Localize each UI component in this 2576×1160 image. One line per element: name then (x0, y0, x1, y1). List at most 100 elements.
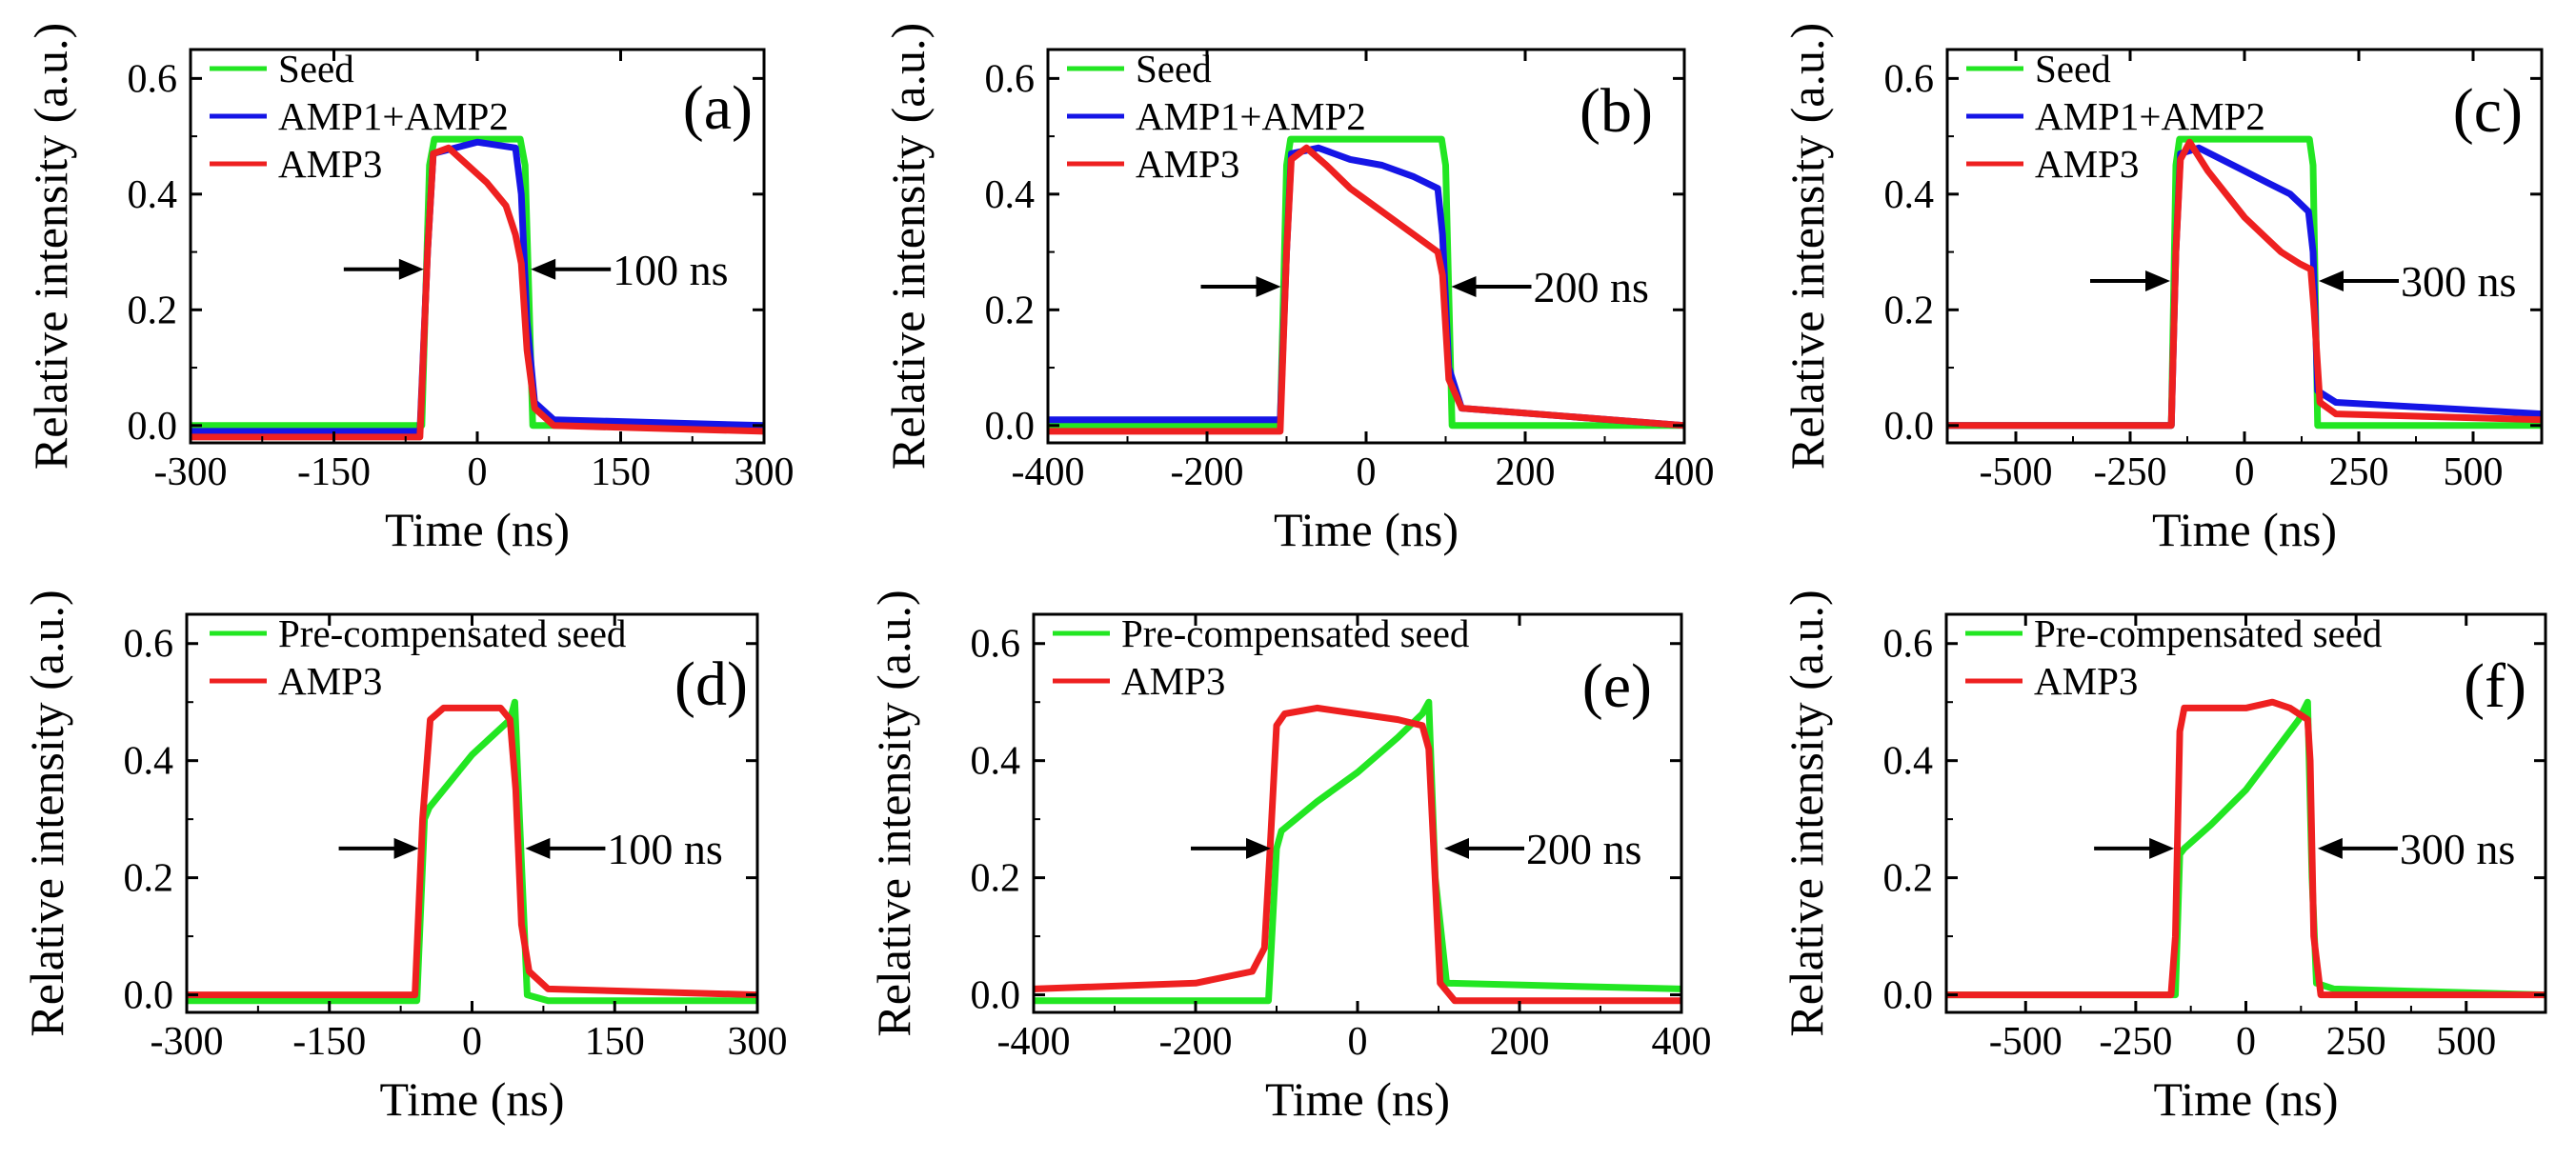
y-tick-label: 0.0 (985, 405, 1036, 449)
legend-label: AMP3 (2035, 142, 2139, 186)
series-line-amp3 (1946, 698, 2546, 999)
series-line-amp3 (191, 144, 764, 441)
x-tick-label: 400 (1655, 450, 1715, 494)
width-annotation: 200 ns (1200, 263, 1649, 311)
series-group (1946, 698, 2546, 999)
x-axis-title: Time (ns) (385, 503, 570, 556)
x-tick-label: -300 (154, 450, 228, 494)
x-tick-label: 300 (728, 1020, 788, 1064)
legend-label: AMP1+AMP2 (1136, 94, 1366, 138)
x-tick-label: 200 (1490, 1020, 1550, 1064)
legend-label: Seed (2035, 47, 2111, 90)
x-tick-label: 250 (2329, 450, 2389, 494)
width-annotation: 300 ns (2090, 257, 2516, 306)
width-annotation: 200 ns (1191, 825, 1641, 873)
right-arrow-head (531, 258, 556, 280)
y-tick-label: 0.6 (1884, 57, 1935, 101)
chart-panel-5: -400 -200 0 200 400 0.0 0.2 0.4 0.6 Time (ns) Rela… (867, 590, 1712, 1126)
panel-letter: (d) (674, 650, 748, 719)
y-tick-label: 0.2 (124, 857, 174, 901)
y-tick-label: 0.0 (124, 974, 174, 1018)
y-tick-label: 0.0 (1883, 974, 1934, 1018)
y-tick-label: 0.6 (128, 57, 178, 101)
y-axis-title: Relative intensity (a.u.) (20, 590, 73, 1036)
right-arrow-head (525, 837, 551, 859)
y-axis-title: Relative intensity (a.u.) (1780, 590, 1833, 1036)
y-tick-label: 0.4 (971, 740, 1021, 784)
y-tick-label: 0.4 (1884, 173, 1935, 217)
x-tick-label: -300 (151, 1020, 224, 1064)
legend-label: AMP1+AMP2 (2035, 94, 2265, 138)
panel-letter: (a) (683, 73, 753, 143)
legend-label: AMP3 (278, 142, 382, 186)
x-tick-label: -250 (2099, 1020, 2172, 1064)
panel-letter: (c) (2453, 76, 2523, 146)
y-tick-label: 0.6 (971, 623, 1021, 667)
y-tick-label: 0.0 (128, 405, 178, 449)
left-arrow-head (398, 258, 424, 280)
y-tick-label: 0.4 (1883, 740, 1934, 784)
legend-label: Pre-compensated seed (1121, 611, 1469, 655)
right-arrow-head (1444, 837, 1469, 859)
y-tick-label: 0.6 (124, 623, 174, 667)
chart-panel-3: -500 -250 0 250 500 0.0 0.2 0.4 0.6 Time (ns) Rela… (1781, 23, 2544, 556)
x-axis-title: Time (ns) (2153, 1072, 2338, 1126)
pulse-width-label: 100 ns (613, 246, 728, 294)
x-tick-label: 250 (2326, 1020, 2386, 1064)
legend-label: Seed (278, 47, 354, 90)
y-axis-title: Relative intensity (a.u.) (24, 23, 77, 470)
x-tick-label: -200 (1159, 1020, 1233, 1064)
series-line-amp3 (1947, 138, 2542, 430)
series-line-amp3 (1034, 704, 1681, 1005)
x-tick-label: -250 (2094, 450, 2167, 494)
pulse-width-label: 200 ns (1526, 825, 1641, 873)
y-tick-label: 0.4 (124, 740, 174, 784)
pulse-width-label: 100 ns (607, 825, 722, 873)
y-axis-title: Relative intensity (a.u.) (867, 590, 920, 1036)
x-tick-label: -400 (1012, 450, 1085, 494)
legend-label: AMP3 (1136, 142, 1239, 186)
pulse-width-label: 300 ns (2400, 825, 2515, 873)
y-tick-label: 0.4 (985, 173, 1036, 217)
x-tick-label: 500 (2444, 450, 2504, 494)
series-group (191, 135, 764, 441)
legend-label: Pre-compensated seed (2034, 611, 2382, 655)
series-group (187, 698, 757, 1005)
legend-label: AMP3 (278, 659, 382, 703)
y-tick-label: 0.0 (971, 974, 1021, 1018)
x-tick-label: 0 (462, 1020, 482, 1064)
y-tick-label: 0.2 (128, 289, 178, 332)
x-tick-label: 300 (735, 450, 795, 494)
width-annotation: 100 ns (343, 246, 729, 294)
chart-panel-2: -400 -200 0 200 400 0.0 0.2 0.4 0.6 Time (ns) Rela… (881, 23, 1715, 556)
x-tick-label: 150 (591, 450, 651, 494)
series-line-amp3 (1048, 144, 1684, 435)
legend-label: AMP1+AMP2 (278, 94, 509, 138)
legend-label: Pre-compensated seed (278, 611, 626, 655)
x-tick-label: 500 (2436, 1020, 2496, 1064)
left-arrow-head (1246, 837, 1271, 859)
width-annotation: 100 ns (338, 825, 723, 873)
panel-letter: (e) (1582, 651, 1652, 721)
y-tick-label: 0.0 (1884, 405, 1935, 449)
y-tick-label: 0.4 (128, 173, 178, 217)
x-tick-label: 0 (1357, 450, 1377, 494)
panel-letter: (f) (2464, 651, 2526, 721)
series-line-amp3 (187, 704, 757, 999)
legend-label: AMP3 (1121, 659, 1225, 703)
right-arrow-head (2319, 270, 2344, 291)
legend-label: AMP3 (2034, 659, 2138, 703)
x-tick-label: 200 (1496, 450, 1556, 494)
chart-panel-4: -300 -150 0 150 300 0.0 0.2 0.4 0.6 Time (ns) Rela… (20, 590, 788, 1126)
y-tick-label: 0.2 (985, 289, 1036, 332)
x-axis-title: Time (ns) (1265, 1072, 1450, 1126)
left-arrow-head (2149, 837, 2175, 859)
left-arrow-head (2145, 270, 2170, 291)
y-tick-label: 0.2 (1884, 289, 1935, 332)
